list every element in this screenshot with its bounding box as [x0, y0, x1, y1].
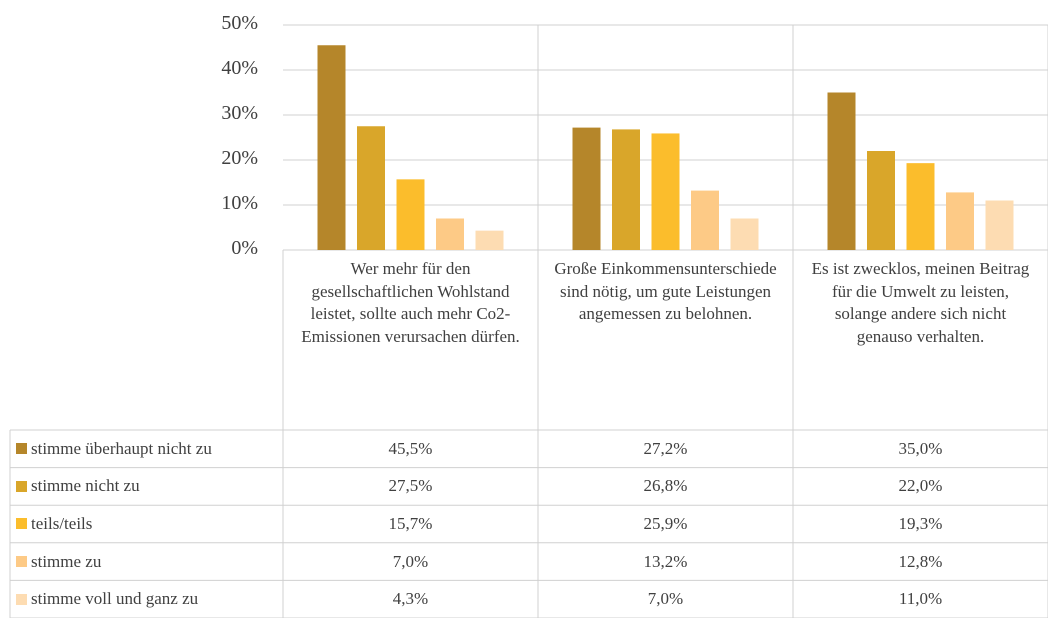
table-value: 4,3% — [392, 589, 429, 609]
legend-item: stimme nicht zu — [16, 468, 279, 506]
table-value: 27,2% — [643, 438, 688, 458]
y-tick-label: 10% — [221, 192, 258, 214]
bar — [827, 92, 856, 250]
table-value: 13,2% — [643, 551, 688, 571]
bar — [985, 200, 1014, 250]
table-value: 19,3% — [898, 513, 943, 533]
legend-key — [16, 443, 27, 455]
x-tick-label: Große Einkommensunterschiede sind nötig,… — [554, 259, 777, 323]
legend-key — [16, 518, 27, 530]
bar — [691, 190, 719, 250]
y-tick-label: 0% — [231, 237, 258, 259]
table-value: 25,9% — [643, 513, 688, 533]
y-tick-label: 20% — [221, 147, 258, 169]
bar — [396, 179, 425, 250]
y-tick-label: 30% — [221, 102, 258, 124]
x-tick-label: Es ist zwecklos, meinen Beitrag für die … — [811, 259, 1030, 346]
bar — [317, 45, 346, 250]
table-value: 7,0% — [647, 589, 684, 609]
bar — [572, 127, 601, 250]
legend-item: stimme überhaupt nicht zu — [16, 430, 279, 468]
bar — [730, 218, 759, 250]
bar — [357, 126, 385, 250]
legend-label: stimme überhaupt nicht zu — [31, 438, 212, 458]
bar — [436, 218, 464, 250]
y-tick-label: 40% — [221, 57, 258, 79]
bar — [475, 230, 504, 250]
bar — [946, 192, 974, 250]
legend-label: stimme zu — [31, 551, 102, 571]
table-value: 11,0% — [898, 589, 943, 609]
table-value: 45,5% — [388, 438, 433, 458]
legend-label: teils/teils — [31, 513, 93, 533]
legend-key — [16, 593, 27, 605]
table-value: 12,8% — [898, 551, 943, 571]
table-value: 26,8% — [643, 476, 688, 496]
bar — [612, 129, 640, 250]
table-value: 7,0% — [392, 551, 429, 571]
bar — [651, 133, 680, 250]
table-value: 35,0% — [898, 438, 943, 458]
bar — [867, 151, 895, 250]
legend-key — [16, 480, 27, 492]
table-value: 27,5% — [388, 476, 433, 496]
x-tick-label: Wer mehr für den gesellschaftlichen Wohl… — [301, 259, 520, 346]
table-value: 22,0% — [898, 476, 943, 496]
bar — [906, 163, 935, 250]
legend-item: teils/teils — [16, 505, 279, 543]
legend-label: stimme nicht zu — [31, 476, 140, 496]
y-tick-label: 50% — [221, 12, 258, 34]
legend-item: stimme zu — [16, 543, 279, 581]
legend-item: stimme voll und ganz zu — [16, 580, 279, 618]
legend-key — [16, 556, 27, 568]
table-value: 15,7% — [388, 513, 433, 533]
legend-label: stimme voll und ganz zu — [31, 589, 199, 609]
